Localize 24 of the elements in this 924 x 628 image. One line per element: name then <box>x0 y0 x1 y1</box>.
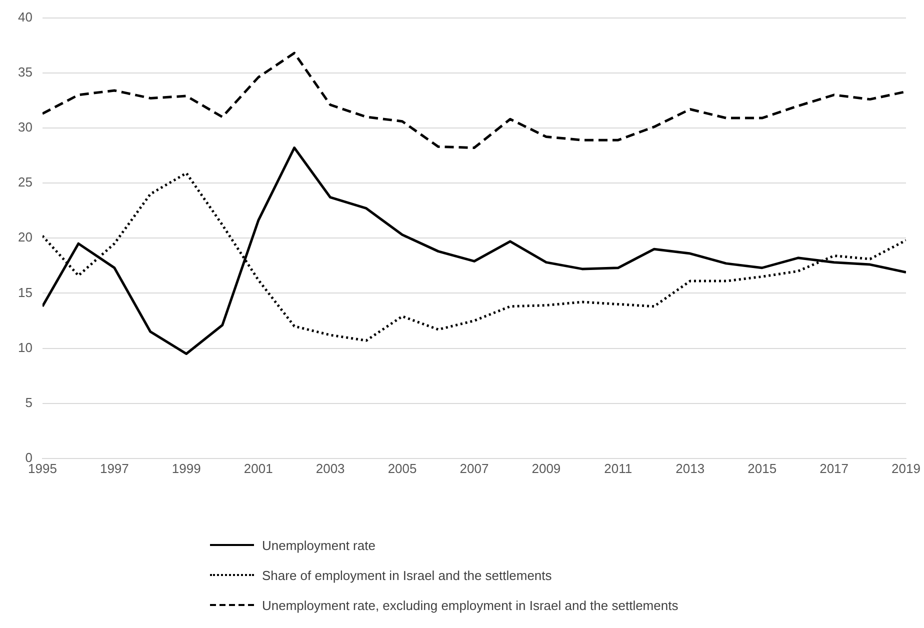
x-tick-label: 2017 <box>820 460 848 476</box>
y-tick-label: 25 <box>18 174 32 190</box>
x-tick-label: 2015 <box>748 460 777 476</box>
x-tick-label: 1999 <box>172 460 201 476</box>
x-tick-label: 2013 <box>676 460 705 476</box>
legend-label: Unemployment rate, excluding employment in Israel and the settlements <box>262 598 678 612</box>
x-tick-label: 1997 <box>100 460 129 476</box>
line-series <box>42 52 906 150</box>
y-tick-label: 35 <box>18 64 32 80</box>
y-tick-label: 10 <box>18 340 32 355</box>
y-tick-label: 5 <box>25 394 32 410</box>
legend-label: Unemployment rate <box>262 538 376 552</box>
y-tick-label: 15 <box>18 284 32 300</box>
y-tick-label: 40 <box>18 9 32 24</box>
y-tick-label: 30 <box>18 120 32 135</box>
x-tick-label: 2003 <box>316 460 345 476</box>
x-tick-label: 2011 <box>604 460 632 476</box>
x-tick-label: 2007 <box>460 460 489 476</box>
x-tick-label: 2001 <box>244 460 273 476</box>
x-tick-label: 2019 <box>892 460 920 476</box>
x-tick-label: 2005 <box>388 460 417 476</box>
y-tick-label: 20 <box>18 230 32 245</box>
x-tick-label: 2009 <box>532 460 561 476</box>
legend-label: Share of employment in Israel and the settlements <box>262 568 552 582</box>
